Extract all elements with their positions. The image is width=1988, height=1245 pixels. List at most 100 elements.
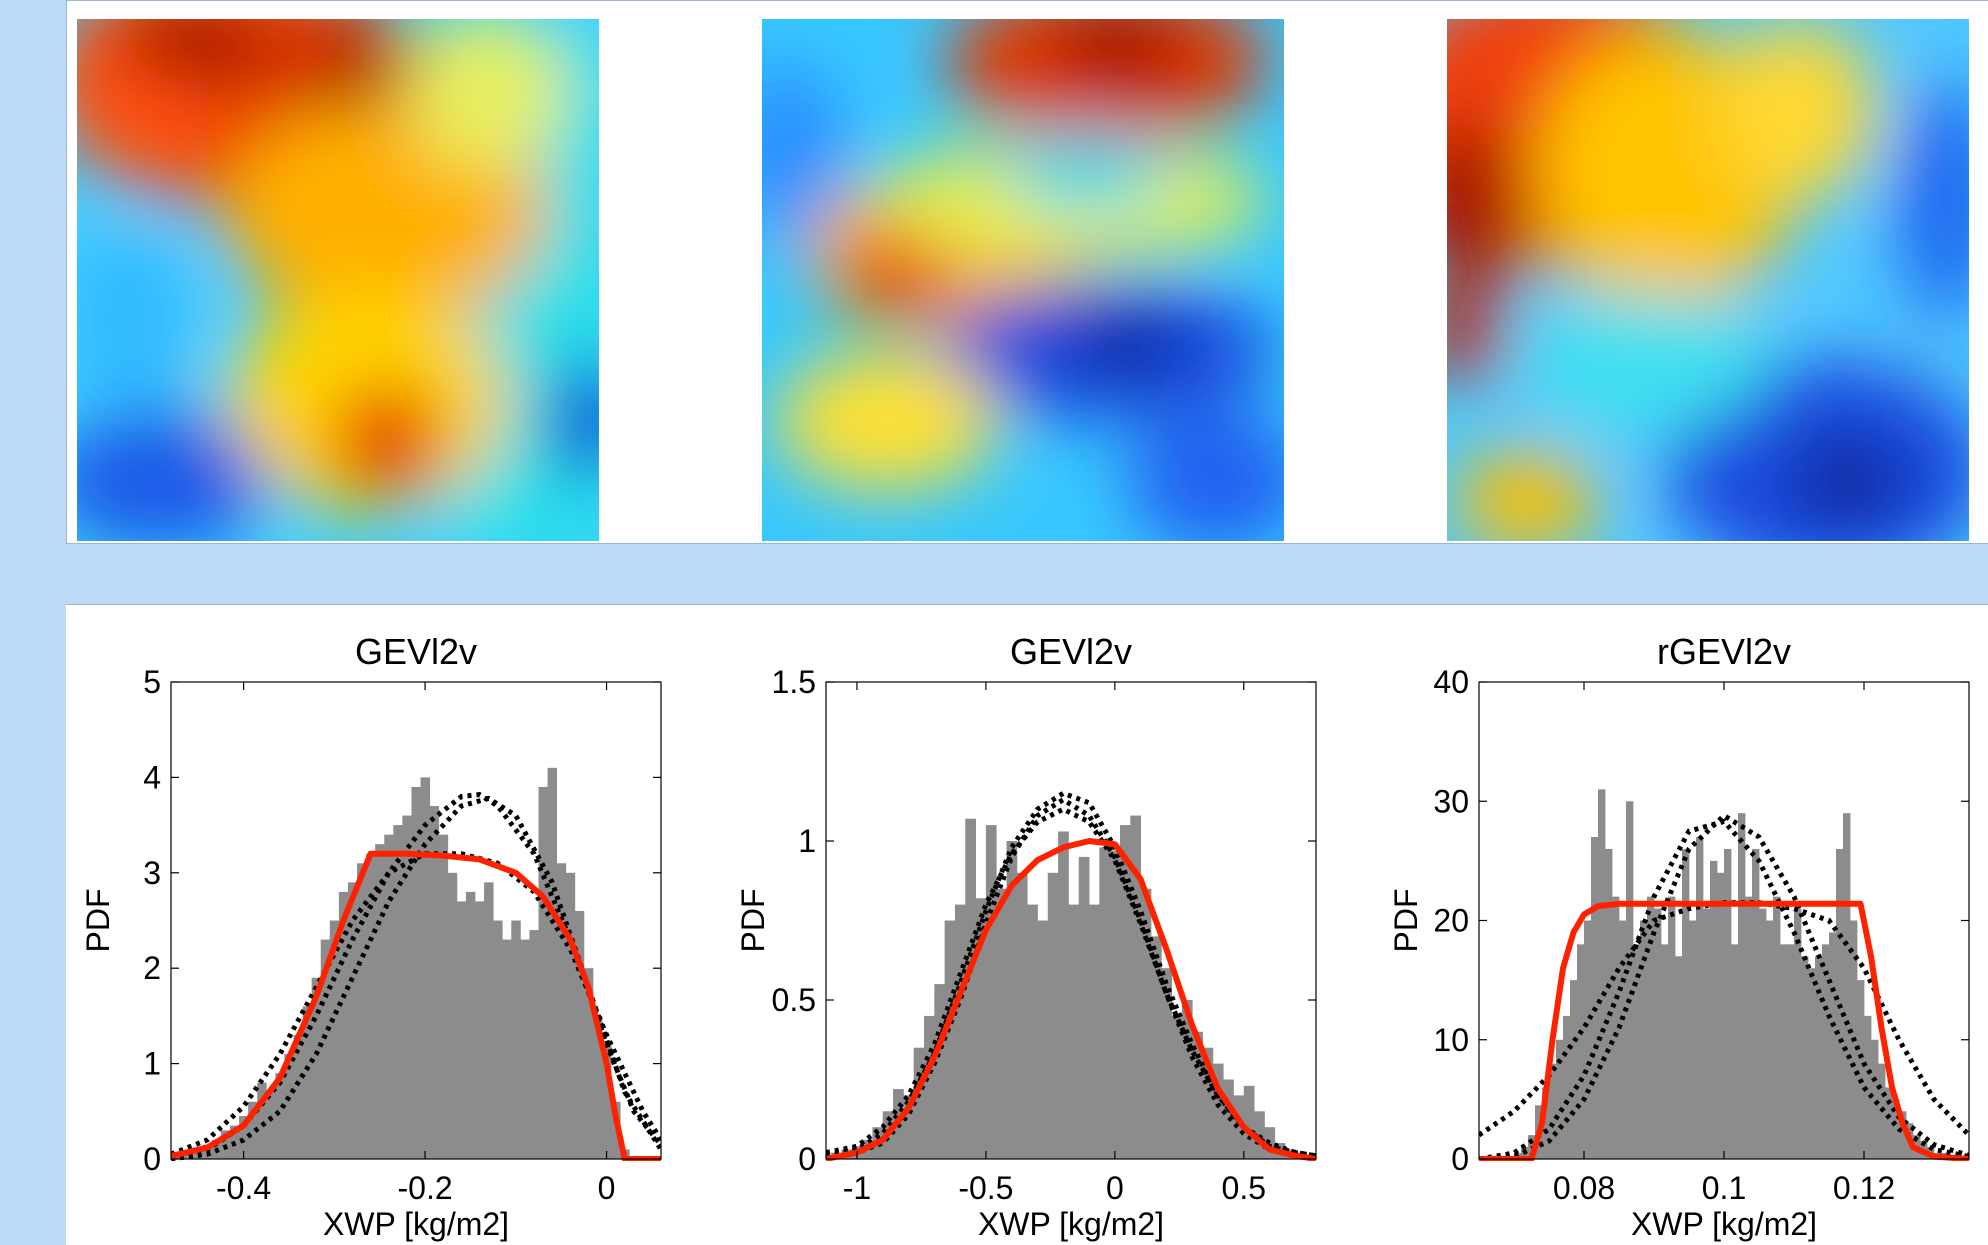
histogram-bar	[1633, 944, 1641, 1159]
histogram-bar	[1661, 944, 1669, 1159]
histogram-bar	[1766, 920, 1774, 1159]
histogram-bar	[275, 1073, 285, 1159]
histogram-bar	[1738, 813, 1746, 1159]
histogram-bar	[1058, 831, 1069, 1159]
histogram-bar	[1584, 920, 1592, 1159]
histogram-bar	[965, 818, 976, 1159]
histogram	[831, 815, 1307, 1159]
y-tick-label: 10	[1433, 1022, 1469, 1058]
chart-title: GEVl2v	[1010, 631, 1132, 672]
histogram-bar	[1773, 896, 1781, 1159]
histogram-bar	[1696, 837, 1704, 1159]
histogram-bar	[257, 1082, 267, 1159]
sample-curve	[1479, 812, 1969, 1161]
histogram-bar	[602, 1044, 612, 1159]
histogram-bar	[1243, 1085, 1255, 1159]
histogram-bar	[293, 1034, 303, 1159]
histogram	[1514, 789, 1963, 1159]
histogram-bar	[1027, 904, 1038, 1159]
histogram-bar	[1130, 815, 1142, 1159]
histogram-bar	[924, 1015, 935, 1159]
histogram-bar	[913, 1047, 925, 1159]
histogram-bar	[302, 1006, 313, 1159]
y-tick-label: 1	[143, 1046, 161, 1082]
histogram-bar	[1815, 956, 1823, 1159]
histogram-bar	[1822, 944, 1830, 1159]
histogram-bar	[1871, 1039, 1879, 1159]
y-tick-label: 0	[143, 1141, 161, 1177]
histogram-bar	[1006, 841, 1018, 1159]
histogram-bar	[1626, 801, 1634, 1159]
histogram-bar	[1682, 848, 1690, 1159]
histogram-bar	[565, 872, 576, 1159]
histogram-bar	[429, 806, 440, 1159]
histogram-bar	[1717, 872, 1725, 1159]
histogram-bar	[583, 968, 594, 1159]
chart-2: -1 -0.5 0 0.5 0 0.5 1 1.5 GEVl2v XWP [kg/m2] PDF	[735, 631, 1317, 1242]
chart-title: GEVl2v	[355, 631, 477, 672]
histogram-bar	[954, 904, 966, 1159]
axes-box	[170, 681, 662, 1160]
histogram-bar	[1647, 896, 1655, 1159]
histogram-bar	[1899, 1111, 1907, 1159]
histogram-bar	[1864, 1015, 1872, 1159]
field-maps	[77, 19, 1969, 541]
histogram-bar	[1752, 848, 1760, 1159]
histogram-bar	[1843, 813, 1851, 1159]
histogram-bar	[1885, 1087, 1893, 1159]
y-tick-label: 5	[143, 664, 161, 700]
y-axis-label: PDF	[80, 889, 116, 953]
histogram-bar	[311, 977, 322, 1159]
histogram-bar	[420, 777, 431, 1159]
y-tick-label: 1	[798, 823, 816, 859]
histogram-bar	[1801, 956, 1809, 1159]
x-tick-label: 0.08	[1553, 1170, 1615, 1206]
histogram-bar	[975, 898, 987, 1159]
fit-curve	[826, 838, 1316, 1161]
x-axis-label: XWP [kg/m2]	[1631, 1206, 1817, 1242]
histogram-bar	[266, 1092, 276, 1159]
histogram-bar	[903, 1095, 915, 1159]
histogram-bar	[1192, 1031, 1203, 1159]
chart-title: rGEVl2v	[1657, 631, 1791, 672]
histogram-bar	[338, 891, 349, 1159]
histogram-bar	[934, 984, 946, 1159]
histogram-bar	[996, 888, 1007, 1159]
histogram-bar	[1780, 944, 1788, 1159]
histogram-bar	[1212, 1063, 1224, 1159]
histogram-bar	[1047, 872, 1059, 1159]
histogram-bar	[493, 920, 503, 1159]
histogram-bar	[985, 825, 997, 1159]
histogram-bar	[1089, 904, 1100, 1159]
histogram-bar	[284, 1054, 294, 1159]
histogram-bar	[1892, 1099, 1900, 1159]
histogram-bar	[438, 834, 449, 1159]
y-tick-label: 30	[1433, 783, 1469, 819]
histogram-bar	[411, 786, 421, 1159]
histogram-bar	[474, 901, 485, 1159]
histogram-bar	[1794, 908, 1802, 1159]
histogram-bar	[402, 815, 412, 1159]
pdf-histograms: -0.4 -0.2 0 0 1 2 3 4 5 GEVl2v XWP [kg/m2] PDF -1 -0.…	[80, 631, 1970, 1242]
sample-curve	[171, 795, 661, 1161]
x-axis-label: XWP [kg/m2]	[323, 1206, 509, 1242]
x-axis-label: XWP [kg/m2]	[978, 1206, 1164, 1242]
histogram-bar	[1829, 932, 1837, 1159]
x-tick-label: -0.4	[216, 1170, 271, 1206]
x-tick-label: -0.2	[398, 1170, 453, 1206]
histogram-bar	[1556, 1039, 1564, 1159]
histogram-bar	[393, 825, 403, 1159]
histogram-bar	[1181, 1000, 1193, 1159]
histogram-bar	[1078, 856, 1090, 1159]
histogram-bar	[556, 863, 567, 1159]
histogram-bar	[320, 939, 331, 1159]
histogram-bar	[1591, 837, 1599, 1159]
histogram-bar	[1068, 904, 1080, 1159]
histogram-bar	[456, 901, 467, 1159]
histogram-bar	[592, 1015, 603, 1159]
histogram-bar	[1808, 968, 1816, 1159]
histogram-bar	[1549, 1063, 1557, 1159]
x-tick-label: -1	[843, 1170, 871, 1206]
histogram	[175, 767, 630, 1159]
histogram-bar	[1577, 944, 1585, 1159]
